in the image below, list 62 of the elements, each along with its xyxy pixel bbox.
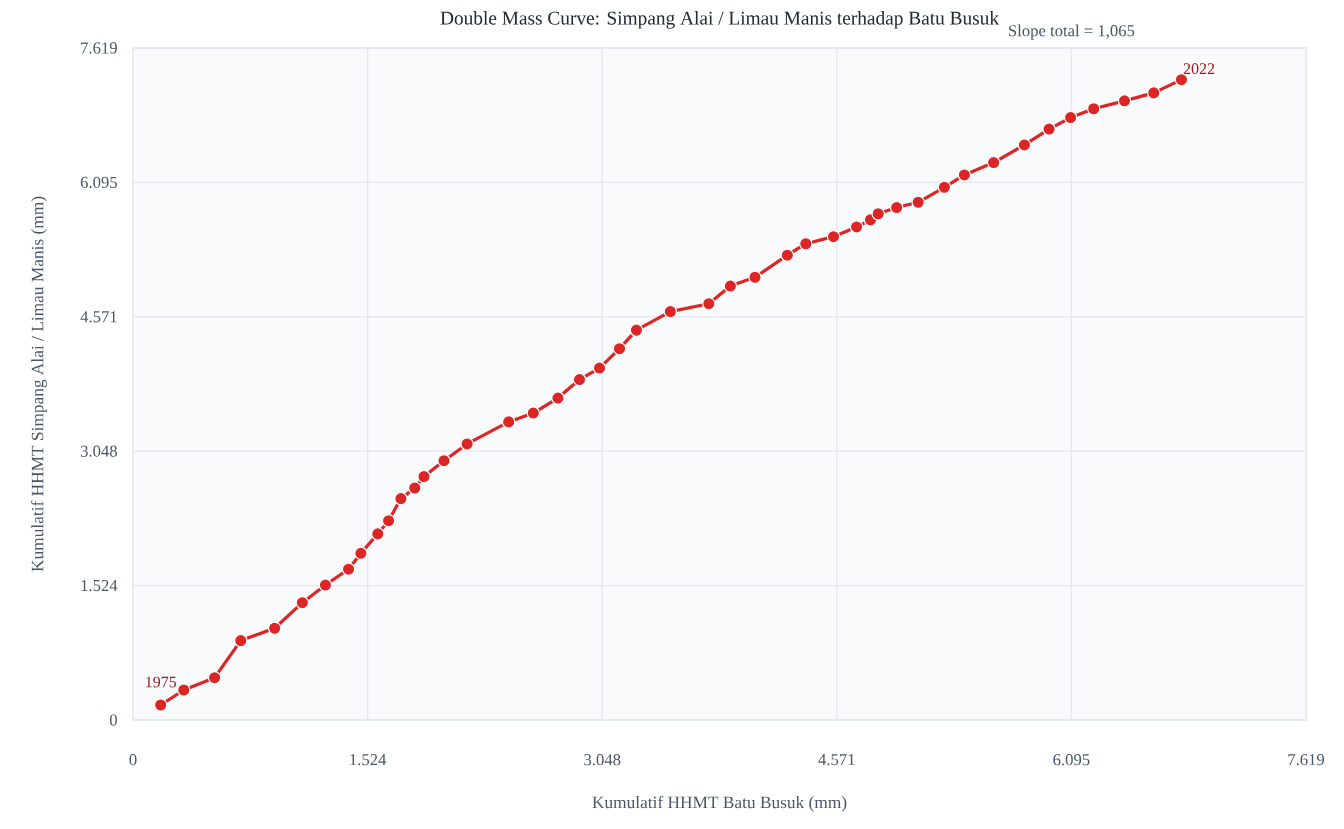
point (592, 361, 607, 375)
annotation: 1975 (146, 676, 177, 688)
y-tick-label: 7.619 (81, 42, 117, 54)
point (723, 279, 738, 293)
point (612, 341, 627, 356)
point (267, 621, 282, 635)
point (1147, 86, 1161, 100)
point (234, 633, 248, 648)
point (702, 296, 716, 311)
point (341, 562, 356, 576)
point (1086, 102, 1101, 116)
point (295, 595, 310, 610)
point (748, 270, 762, 284)
point (417, 469, 431, 484)
point (551, 391, 565, 405)
x-axis-title: Kumulatif HHMT Batu Busuk (mm) (592, 795, 847, 812)
y-axis-title: Kumulatif HHMT Simpang Alai / Limau Manis (mm) (31, 196, 47, 572)
point (986, 155, 1001, 170)
point (381, 513, 396, 528)
x-tick-label: 4.571 (818, 754, 855, 766)
point (153, 698, 168, 712)
annotation: 2022 (1183, 63, 1215, 75)
point (889, 200, 904, 215)
point (177, 683, 191, 697)
point (1117, 94, 1132, 108)
y-tick-label: 1.524 (81, 579, 118, 592)
point (957, 168, 972, 182)
point (354, 546, 368, 561)
point (911, 195, 925, 209)
point (460, 437, 474, 451)
point (318, 578, 333, 592)
y-tick-label: 3.048 (80, 445, 117, 457)
point (1042, 122, 1056, 136)
y-tick-label: 6.095 (80, 176, 117, 189)
point (371, 527, 385, 541)
point (799, 236, 813, 251)
point (437, 453, 451, 468)
point (408, 481, 422, 495)
point (826, 229, 841, 244)
point (501, 415, 516, 429)
point (849, 220, 864, 234)
y-tick-label: 0 (109, 714, 117, 726)
x-tick-label: 0 (129, 754, 137, 766)
text: Slope total = 1,065 (1009, 24, 1135, 40)
point (394, 491, 408, 506)
x-tick-label: 6.095 (1053, 754, 1090, 766)
chart-title: Double Mass Curve: Simpang Alai / Limau Manis terhadap Batu Busuk (440, 11, 1000, 29)
point (572, 372, 587, 387)
point (780, 248, 795, 262)
point (526, 406, 541, 420)
point (663, 304, 678, 319)
point (871, 207, 885, 221)
point (1174, 72, 1189, 87)
x-tick-label: 3.048 (584, 754, 621, 766)
y-tick-label: 4.571 (80, 311, 117, 323)
point (1017, 138, 1032, 152)
point (937, 180, 952, 194)
point (207, 670, 222, 685)
point (1063, 110, 1078, 125)
x-tick-label: 1.524 (350, 754, 387, 766)
x-tick-label: 7.619 (1288, 754, 1325, 766)
point (629, 323, 644, 337)
